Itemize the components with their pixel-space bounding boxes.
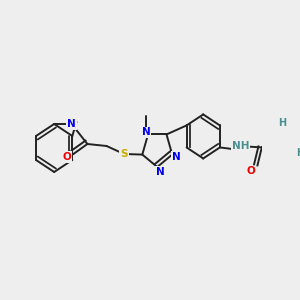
Text: H: H [278, 118, 286, 128]
Text: H: H [296, 148, 300, 158]
Text: O: O [63, 152, 72, 162]
Text: N: N [155, 167, 164, 177]
Text: N: N [172, 152, 181, 162]
Text: NH: NH [232, 141, 250, 152]
Text: O: O [246, 167, 255, 176]
Text: S: S [120, 149, 128, 159]
Text: N: N [142, 128, 151, 137]
Text: N: N [67, 119, 76, 129]
